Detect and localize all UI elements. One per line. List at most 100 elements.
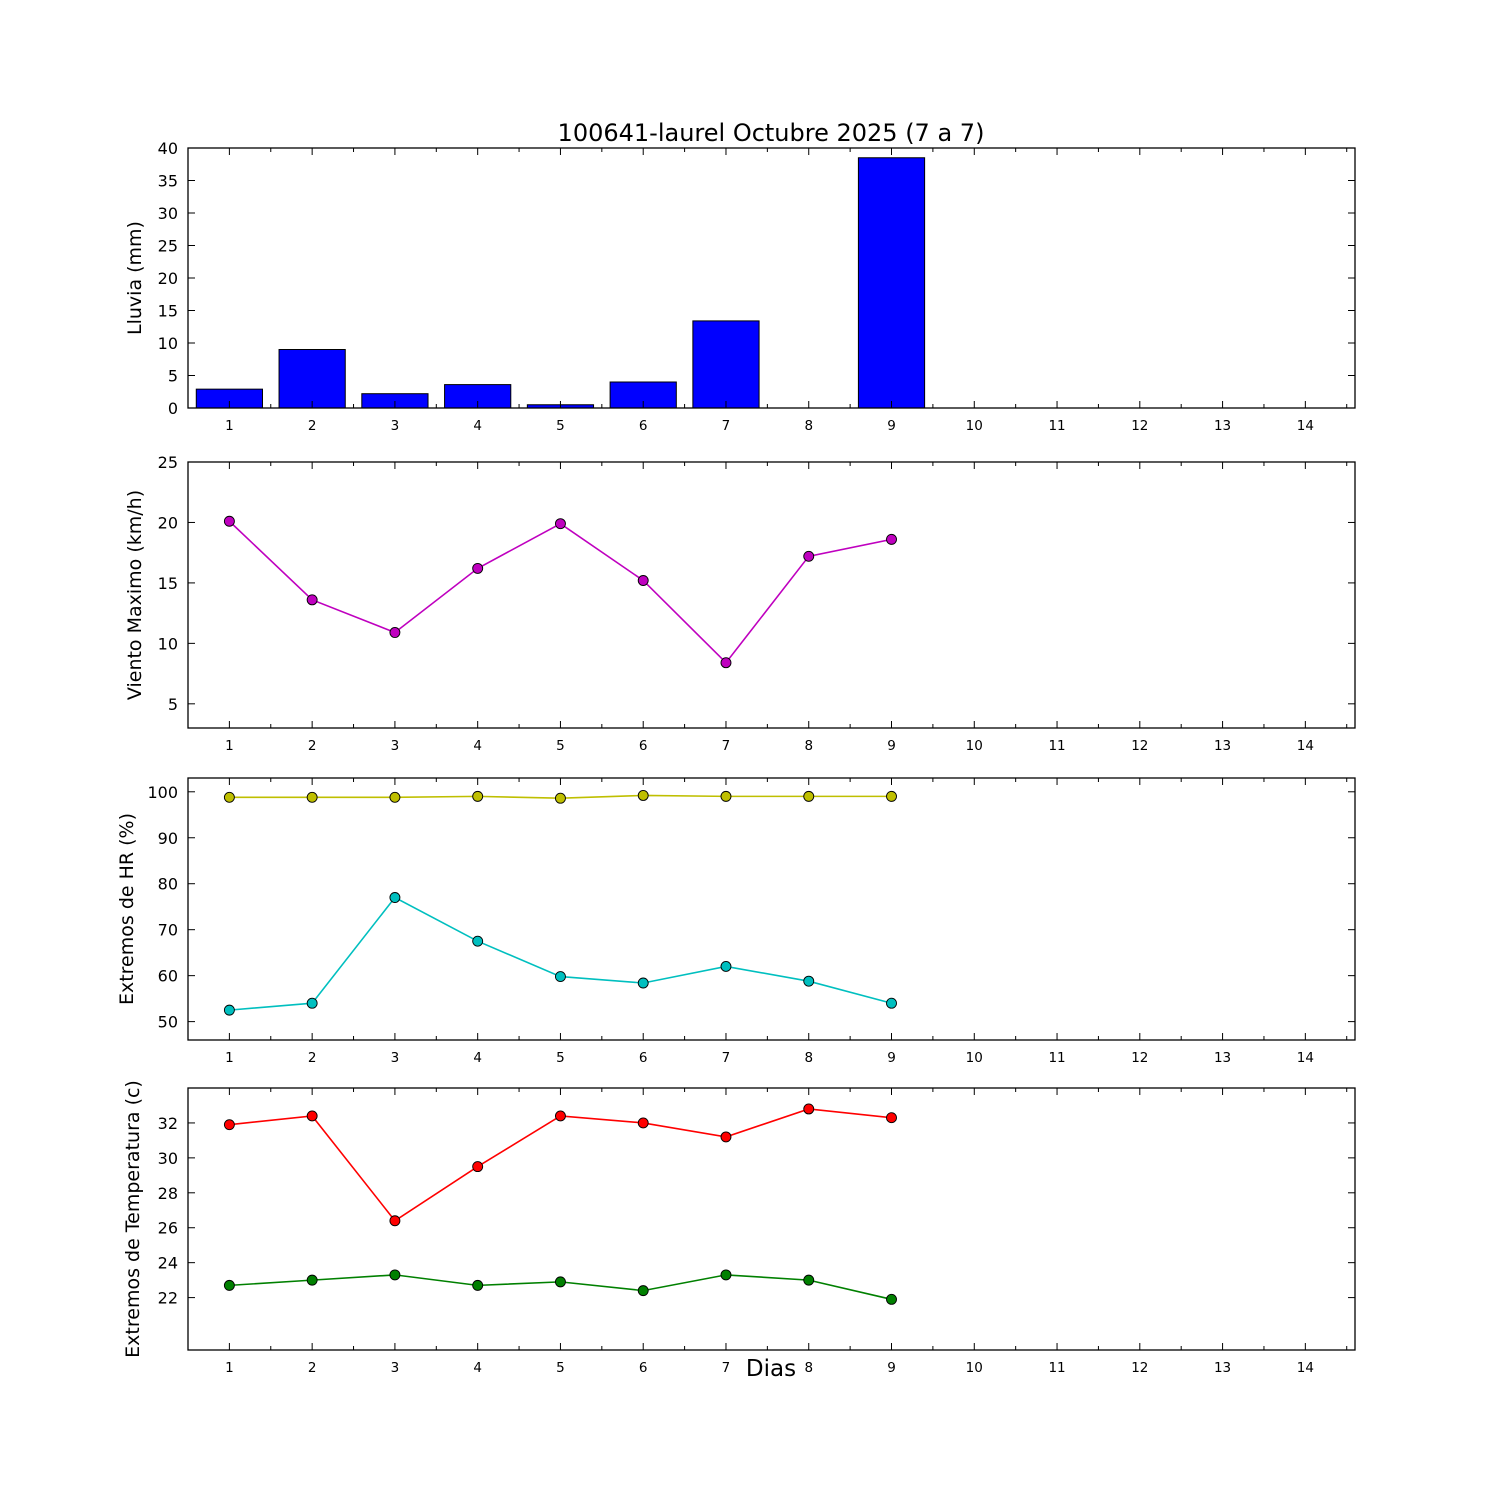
line-hr-minima xyxy=(229,896,892,1011)
marker-viento-maximo xyxy=(223,515,235,527)
tick-label: 7 xyxy=(722,1050,731,1066)
tick-label: 5 xyxy=(168,367,178,386)
tick-label: 10 xyxy=(158,634,178,653)
marker-hr-maxima xyxy=(803,790,815,802)
tick-label: 5 xyxy=(556,738,565,754)
tick-label: 2 xyxy=(308,1050,317,1066)
tick-label: 20 xyxy=(158,269,178,288)
tick-label: 10 xyxy=(966,738,983,754)
tick-label: 32 xyxy=(158,1114,178,1133)
marker-hr-minima xyxy=(803,975,815,987)
marker-hr-maxima xyxy=(389,791,401,803)
marker-hr-maxima xyxy=(306,791,318,803)
tick-label: 12 xyxy=(1131,738,1148,754)
tick-label: 80 xyxy=(158,875,178,894)
marker-temperatura-maxima xyxy=(223,1119,235,1131)
ylabel-hr: Extremos de HR (%) xyxy=(116,813,138,1005)
tick-label: 12 xyxy=(1131,1360,1148,1376)
tick-label: 11 xyxy=(1048,738,1065,754)
marker-temperatura-minima xyxy=(720,1269,732,1281)
tick-label: 5 xyxy=(556,1360,565,1376)
tick-label: 5 xyxy=(556,418,565,434)
tick-label: 2 xyxy=(308,738,317,754)
tick-label: 13 xyxy=(1214,1050,1231,1066)
tick-label: 90 xyxy=(158,829,178,848)
marker-hr-minima xyxy=(554,971,566,983)
marker-hr-maxima xyxy=(637,790,649,801)
tick-label: 1 xyxy=(225,418,234,434)
tick-label: 10 xyxy=(158,334,178,353)
marker-hr-minima xyxy=(223,1004,235,1016)
ylabel-viento: Viento Maximo (km/h) xyxy=(124,490,146,700)
tick-label: 0 xyxy=(168,399,178,418)
marker-temperatura-minima xyxy=(389,1269,401,1281)
marker-temperatura-maxima xyxy=(306,1110,318,1122)
marker-hr-maxima xyxy=(472,790,484,802)
marker-temperatura-minima xyxy=(223,1279,235,1291)
bar-lluvia-day-9 xyxy=(857,157,926,409)
marker-hr-minima xyxy=(306,997,318,1009)
tick-label: 25 xyxy=(158,453,178,472)
tick-label: 35 xyxy=(158,172,178,191)
tick-label: 5 xyxy=(556,1050,565,1066)
tick-label: 20 xyxy=(158,513,178,532)
marker-temperatura-maxima xyxy=(720,1131,732,1143)
tick-label: 2 xyxy=(308,418,317,434)
marker-viento-maximo xyxy=(720,657,732,669)
tick-label: 30 xyxy=(158,1149,178,1168)
ylabel-lluvia: Lluvia (mm) xyxy=(124,221,146,335)
marker-viento-maximo xyxy=(554,518,566,530)
marker-temperatura-maxima xyxy=(803,1103,815,1115)
marker-temperatura-minima xyxy=(472,1279,484,1291)
tick-label: 14 xyxy=(1297,418,1314,434)
tick-label: 22 xyxy=(158,1289,178,1308)
tick-label: 11 xyxy=(1048,1050,1065,1066)
marker-viento-maximo xyxy=(803,550,815,562)
tick-label: 4 xyxy=(473,418,482,434)
tick-label: 1 xyxy=(225,1360,234,1376)
marker-viento-maximo xyxy=(886,533,897,545)
tick-label: 60 xyxy=(158,967,178,986)
tick-label: 11 xyxy=(1048,1360,1065,1376)
tick-label: 7 xyxy=(722,418,731,434)
tick-label: 8 xyxy=(804,1050,813,1066)
tick-label: 2 xyxy=(308,1360,317,1376)
tick-label: 9 xyxy=(887,1050,896,1066)
tick-label: 14 xyxy=(1297,1360,1314,1376)
bar-lluvia-day-7 xyxy=(692,320,760,409)
tick-label: 6 xyxy=(639,738,648,754)
axes-frame xyxy=(187,777,1356,1041)
marker-hr-maxima xyxy=(886,790,897,802)
tick-label: 13 xyxy=(1214,1360,1231,1376)
tick-label: 11 xyxy=(1048,418,1065,434)
marker-temperatura-minima xyxy=(803,1274,815,1286)
tick-label: 9 xyxy=(887,1360,896,1376)
marker-temperatura-maxima xyxy=(389,1215,401,1227)
tick-label: 4 xyxy=(473,1360,482,1376)
marker-hr-maxima xyxy=(720,790,732,802)
axes-frame xyxy=(187,1087,1356,1351)
tick-label: 15 xyxy=(158,574,178,593)
marker-hr-minima xyxy=(637,977,649,989)
marker-hr-minima xyxy=(472,935,484,947)
tick-label: 1 xyxy=(225,1050,234,1066)
tick-label: 10 xyxy=(966,1050,983,1066)
tick-label: 13 xyxy=(1214,738,1231,754)
marker-hr-minima xyxy=(720,961,732,972)
marker-hr-maxima xyxy=(554,792,566,804)
tick-label: 100 xyxy=(147,783,178,802)
marker-viento-maximo xyxy=(389,627,401,638)
tick-label: 12 xyxy=(1131,418,1148,434)
line-viento-maximo xyxy=(228,520,892,664)
tick-label: 8 xyxy=(804,418,813,434)
tick-label: 7 xyxy=(722,1360,731,1376)
tick-label: 12 xyxy=(1131,1050,1148,1066)
tick-label: 8 xyxy=(804,1360,813,1376)
tick-label: 14 xyxy=(1297,738,1314,754)
tick-label: 25 xyxy=(158,237,178,256)
tick-label: 4 xyxy=(473,738,482,754)
